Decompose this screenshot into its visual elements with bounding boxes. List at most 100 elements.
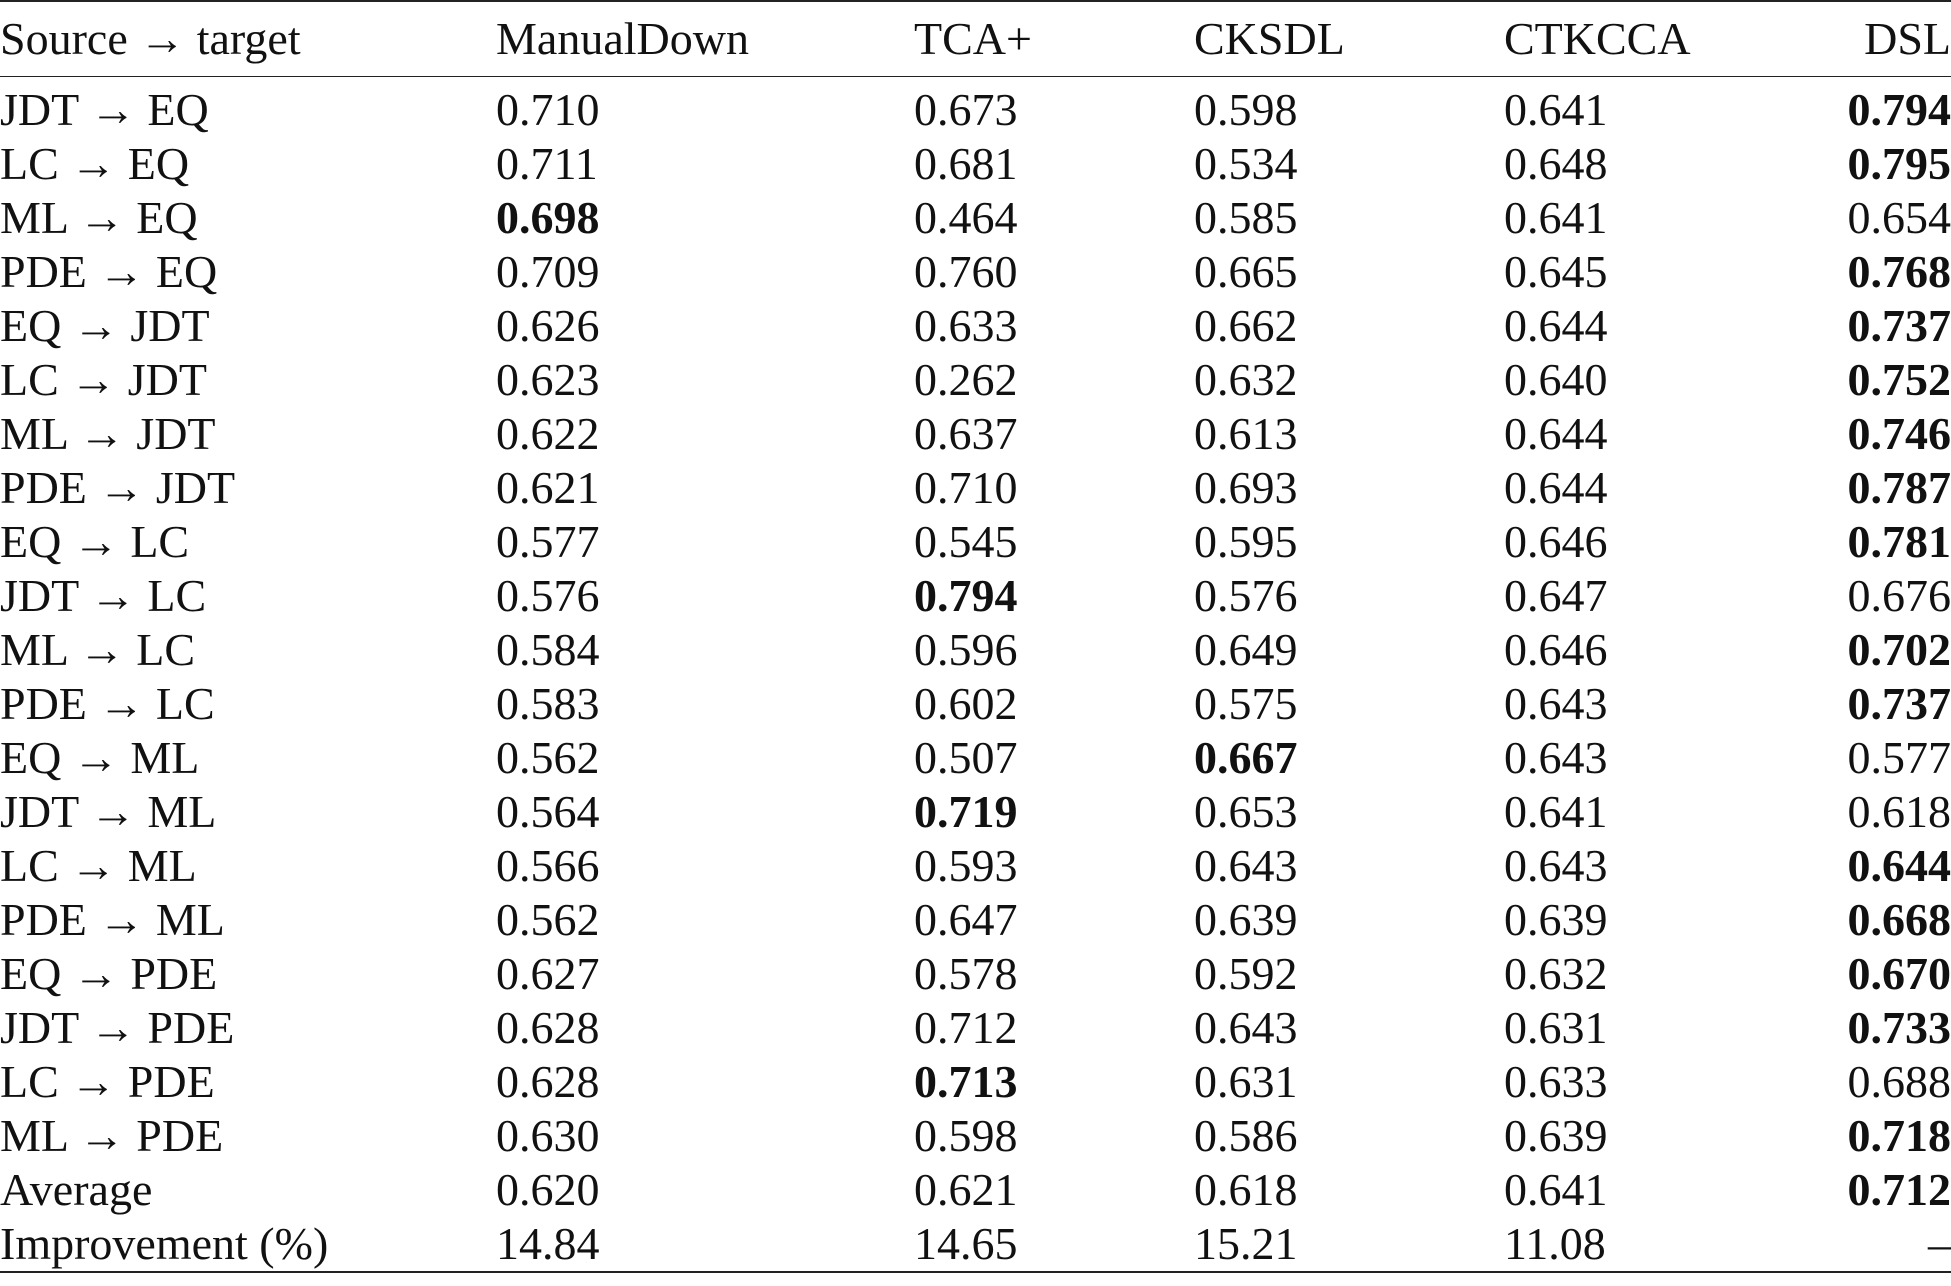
row-label: PDE → EQ — [0, 246, 218, 297]
cell-tca-plus: 0.681 — [914, 138, 1018, 189]
cell-cksdl: 0.665 — [1194, 246, 1298, 297]
row-label: PDE → ML — [0, 894, 225, 945]
cell-tca-plus: 0.464 — [914, 192, 1018, 243]
table-row: Average 0.620 0.621 0.618 0.641 0.712 — [0, 1163, 1951, 1217]
cell-tca-plus: 0.621 — [914, 1164, 1018, 1215]
cell-tca-plus: 0.578 — [914, 948, 1018, 999]
row-label: ML → EQ — [0, 192, 198, 243]
table-row: PDE → JDT 0.621 0.710 0.693 0.644 0.787 — [0, 461, 1951, 515]
table-row: PDE → LC 0.583 0.602 0.575 0.643 0.737 — [0, 677, 1951, 731]
cell-manualdown: 0.711 — [496, 138, 598, 189]
cell-manualdown: 0.628 — [496, 1002, 600, 1053]
table-row: ML → PDE 0.630 0.598 0.586 0.639 0.718 — [0, 1109, 1951, 1163]
cell-cksdl: 0.649 — [1194, 624, 1298, 675]
row-label: JDT → ML — [0, 786, 217, 837]
cell-cksdl: 0.575 — [1194, 678, 1298, 729]
table-row: EQ → ML 0.562 0.507 0.667 0.643 0.577 — [0, 731, 1951, 785]
cell-cksdl: 0.693 — [1194, 462, 1298, 513]
cell-manualdown: 0.626 — [496, 300, 600, 351]
row-label: LC → EQ — [0, 138, 190, 189]
cell-cksdl: 0.598 — [1194, 84, 1298, 135]
header-row: Source → target ManualDown TCA+ CKSDL CT… — [0, 0, 1951, 77]
cell-ctkcca: 0.644 — [1504, 300, 1608, 351]
cell-cksdl: 0.534 — [1194, 138, 1298, 189]
cell-tca-plus: 0.637 — [914, 408, 1018, 459]
cell-manualdown: 0.566 — [496, 840, 600, 891]
cell-manualdown: 0.576 — [496, 570, 600, 621]
cell-cksdl: 0.643 — [1194, 840, 1298, 891]
cell-tca-plus: 0.593 — [914, 840, 1018, 891]
table-row: EQ → PDE 0.627 0.578 0.592 0.632 0.670 — [0, 947, 1951, 1001]
cell-tca-plus: 14.65 — [914, 1217, 1194, 1273]
header-tca-plus: TCA+ — [914, 0, 1194, 77]
row-label: JDT → PDE — [0, 1002, 235, 1053]
cell-dsl: 0.712 — [1847, 1164, 1951, 1215]
cell-ctkcca: 11.08 — [1504, 1217, 1799, 1273]
cell-cksdl: 0.585 — [1194, 192, 1298, 243]
row-label: Average — [0, 1164, 153, 1215]
cell-ctkcca: 0.643 — [1504, 840, 1608, 891]
cell-ctkcca: 0.641 — [1504, 192, 1608, 243]
row-label: EQ → ML — [0, 732, 200, 783]
cell-manualdown: 14.84 — [496, 1217, 914, 1273]
cell-tca-plus: 0.507 — [914, 732, 1018, 783]
table-body: JDT → EQ 0.710 0.673 0.598 0.641 0.794 LC → EQ… — [0, 77, 1951, 1273]
cell-ctkcca: 0.633 — [1504, 1056, 1608, 1107]
cell-dsl: 0.702 — [1847, 624, 1951, 675]
cell-manualdown: 0.627 — [496, 948, 600, 999]
cell-dsl: 0.795 — [1847, 138, 1951, 189]
cell-cksdl: 0.595 — [1194, 516, 1298, 567]
row-label: JDT → EQ — [0, 84, 209, 135]
header-source-target: Source → target — [0, 0, 496, 77]
cell-cksdl: 0.586 — [1194, 1110, 1298, 1161]
table-row: EQ → JDT 0.626 0.633 0.662 0.644 0.737 — [0, 299, 1951, 353]
cell-dsl: 0.768 — [1847, 246, 1951, 297]
cell-ctkcca: 0.641 — [1504, 84, 1608, 135]
cell-ctkcca: 0.645 — [1504, 246, 1608, 297]
cell-dsl: – — [1799, 1217, 1951, 1273]
cell-manualdown: 0.622 — [496, 408, 600, 459]
cell-dsl: 0.668 — [1847, 894, 1951, 945]
cell-manualdown: 0.620 — [496, 1164, 600, 1215]
table-row: PDE → EQ 0.709 0.760 0.665 0.645 0.768 — [0, 245, 1951, 299]
row-label: ML → LC — [0, 624, 196, 675]
cell-dsl: 0.733 — [1847, 1002, 1951, 1053]
row-label: EQ → PDE — [0, 948, 218, 999]
header-manualdown: ManualDown — [496, 0, 914, 77]
cell-ctkcca: 0.641 — [1504, 1164, 1608, 1215]
cell-dsl: 0.644 — [1847, 840, 1951, 891]
cell-dsl: 0.654 — [1847, 192, 1951, 243]
cell-tca-plus: 0.633 — [914, 300, 1018, 351]
table-row: LC → EQ 0.711 0.681 0.534 0.648 0.795 — [0, 137, 1951, 191]
table-row: Improvement (%) 14.84 14.65 15.21 11.08– — [0, 1217, 1951, 1273]
cell-cksdl: 0.613 — [1194, 408, 1298, 459]
row-label: LC → ML — [0, 840, 197, 891]
cell-manualdown: 0.564 — [496, 786, 600, 837]
row-label: EQ → LC — [0, 516, 190, 567]
cell-cksdl: 0.667 — [1194, 732, 1298, 783]
cell-ctkcca: 0.639 — [1504, 1110, 1608, 1161]
cell-dsl: 0.752 — [1847, 354, 1951, 405]
cell-cksdl: 0.576 — [1194, 570, 1298, 621]
cell-dsl: 0.781 — [1847, 516, 1951, 567]
cell-tca-plus: 0.713 — [914, 1056, 1018, 1107]
row-label: PDE → LC — [0, 678, 215, 729]
table-row: JDT → PDE 0.628 0.712 0.643 0.631 0.733 — [0, 1001, 1951, 1055]
cell-cksdl: 15.21 — [1194, 1217, 1504, 1273]
row-label: JDT → LC — [0, 570, 207, 621]
table-row: JDT → EQ 0.710 0.673 0.598 0.641 0.794 — [0, 77, 1951, 138]
cell-dsl: 0.718 — [1847, 1110, 1951, 1161]
cell-tca-plus: 0.545 — [914, 516, 1018, 567]
cell-dsl: 0.676 — [1847, 570, 1951, 621]
cell-ctkcca: 0.643 — [1504, 678, 1608, 729]
cell-ctkcca: 0.646 — [1504, 516, 1608, 567]
cell-tca-plus: 0.647 — [914, 894, 1018, 945]
header-ctkcca: CTKCCA — [1504, 0, 1799, 77]
cell-cksdl: 0.643 — [1194, 1002, 1298, 1053]
cell-manualdown: 0.698 — [496, 192, 600, 243]
cell-manualdown: 0.623 — [496, 354, 600, 405]
table-row: ML → JDT 0.622 0.637 0.613 0.644 0.746 — [0, 407, 1951, 461]
cell-manualdown: 0.621 — [496, 462, 600, 513]
cell-dsl: 0.787 — [1847, 462, 1951, 513]
